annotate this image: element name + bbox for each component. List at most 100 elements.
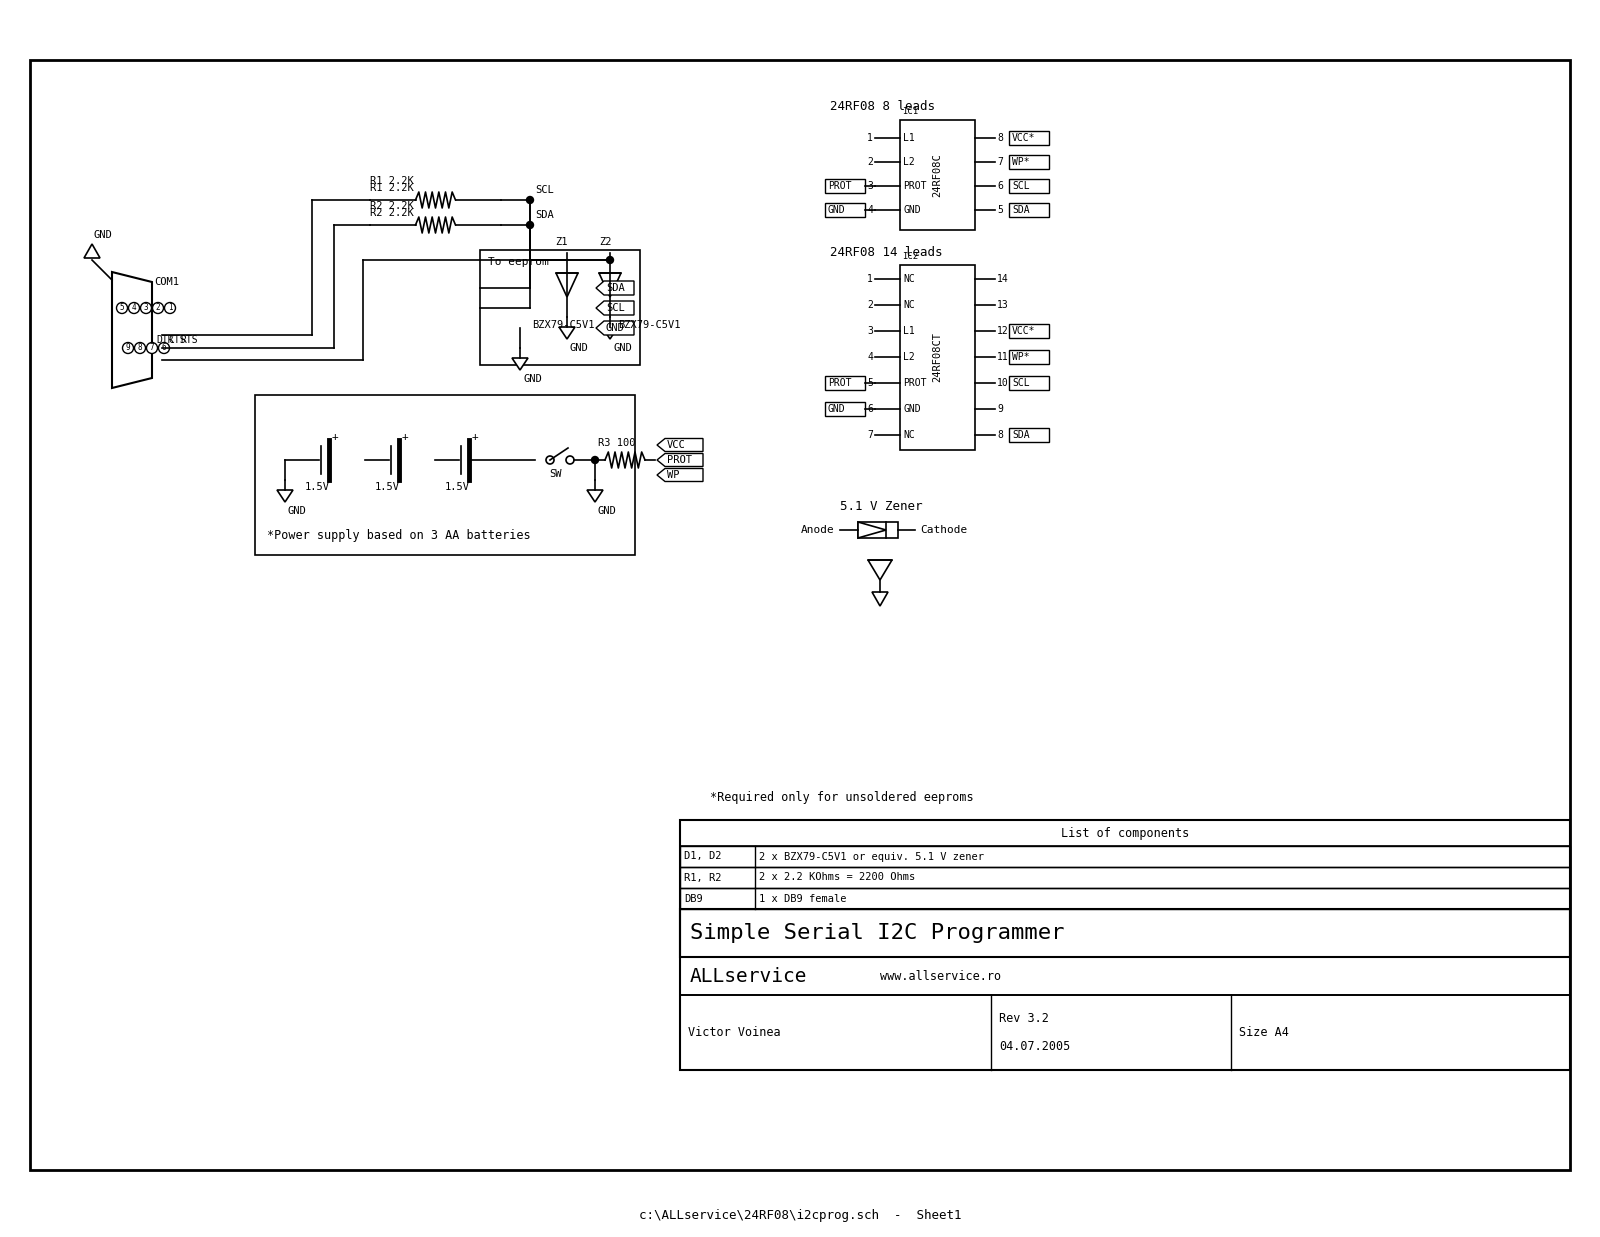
Polygon shape — [587, 490, 603, 502]
Text: GND: GND — [829, 205, 846, 215]
Text: GND: GND — [94, 230, 112, 240]
Text: 24RF08 8 leads: 24RF08 8 leads — [830, 100, 934, 114]
Text: BZX79-C5V1: BZX79-C5V1 — [618, 320, 680, 330]
Text: 8: 8 — [997, 134, 1003, 143]
Text: GND: GND — [288, 506, 307, 516]
Text: NC: NC — [902, 301, 915, 310]
Text: 1: 1 — [168, 303, 173, 313]
Circle shape — [134, 343, 146, 354]
Circle shape — [165, 303, 176, 313]
Text: *Required only for unsoldered eeproms: *Required only for unsoldered eeproms — [710, 792, 974, 804]
Circle shape — [606, 256, 613, 263]
Text: 6: 6 — [867, 404, 874, 414]
Text: RTS: RTS — [179, 335, 198, 345]
Polygon shape — [595, 301, 634, 315]
Polygon shape — [558, 327, 574, 339]
Text: 8: 8 — [997, 430, 1003, 440]
Text: VCC*: VCC* — [1013, 327, 1035, 336]
Bar — [1010, 324, 1050, 338]
Bar — [826, 376, 866, 390]
Text: WP*: WP* — [1013, 157, 1030, 167]
Text: 9: 9 — [997, 404, 1003, 414]
Bar — [826, 203, 866, 216]
Text: R2 2.2K: R2 2.2K — [370, 200, 414, 212]
Text: 6: 6 — [997, 181, 1003, 190]
Polygon shape — [867, 560, 893, 580]
Bar — [680, 867, 1570, 888]
Text: 1.5V: 1.5V — [374, 482, 400, 492]
Polygon shape — [872, 593, 888, 606]
Text: 1: 1 — [867, 134, 874, 143]
Bar — [1010, 428, 1050, 442]
Bar — [826, 179, 866, 193]
Text: Cathode: Cathode — [920, 524, 968, 534]
Text: BZX79-C5V1: BZX79-C5V1 — [531, 320, 595, 330]
Text: Rev 3.2: Rev 3.2 — [998, 1013, 1050, 1025]
Text: 1 x DB9 female: 1 x DB9 female — [758, 893, 846, 903]
Circle shape — [128, 303, 139, 313]
Circle shape — [152, 303, 163, 313]
Text: +: + — [333, 432, 339, 442]
Bar — [1010, 350, 1050, 364]
Text: CTS: CTS — [168, 335, 186, 345]
Text: Size A4: Size A4 — [1238, 1025, 1290, 1039]
Text: List of components: List of components — [1061, 826, 1189, 840]
Bar — [1010, 179, 1050, 193]
Bar — [680, 820, 1570, 846]
Text: PROT: PROT — [902, 379, 926, 388]
Text: 4: 4 — [867, 205, 874, 215]
Text: SCL: SCL — [606, 303, 624, 313]
Text: 1.5V: 1.5V — [445, 482, 470, 492]
Circle shape — [141, 303, 152, 313]
Circle shape — [123, 343, 133, 354]
Text: 13: 13 — [997, 301, 1008, 310]
Polygon shape — [658, 454, 702, 466]
Circle shape — [117, 303, 128, 313]
Circle shape — [526, 197, 533, 204]
Bar — [680, 888, 1570, 909]
Bar — [480, 250, 640, 365]
Text: *Power supply based on 3 AA batteries: *Power supply based on 3 AA batteries — [267, 528, 531, 542]
Text: 12: 12 — [997, 327, 1008, 336]
Text: NC: NC — [902, 275, 915, 285]
Text: 14: 14 — [997, 275, 1008, 285]
Text: 4: 4 — [131, 303, 136, 313]
Text: L2: L2 — [902, 353, 915, 362]
Text: SDA: SDA — [1013, 430, 1030, 440]
Text: 4: 4 — [867, 353, 874, 362]
Text: +: + — [402, 432, 408, 442]
Polygon shape — [512, 357, 528, 370]
Text: GND: GND — [902, 404, 920, 414]
Text: COM1: COM1 — [154, 277, 179, 287]
Text: 2: 2 — [867, 301, 874, 310]
Bar — [680, 995, 1570, 1070]
Polygon shape — [277, 490, 293, 502]
Bar — [680, 957, 1570, 995]
Circle shape — [526, 221, 533, 229]
Text: 10: 10 — [997, 379, 1008, 388]
Text: PROT: PROT — [829, 379, 851, 388]
Text: 3: 3 — [867, 327, 874, 336]
Text: PROT: PROT — [667, 455, 691, 465]
Text: R2 2.2K: R2 2.2K — [370, 208, 414, 218]
Bar — [680, 846, 1570, 867]
Bar — [899, 120, 974, 230]
Text: VCC: VCC — [667, 440, 686, 450]
Text: Simple Serial I2C Programmer: Simple Serial I2C Programmer — [690, 923, 1064, 943]
Text: 24RF08 14 leads: 24RF08 14 leads — [830, 245, 942, 259]
Polygon shape — [658, 438, 702, 452]
Text: ALLservice: ALLservice — [690, 966, 808, 986]
Circle shape — [592, 456, 598, 464]
Text: SCL: SCL — [1013, 379, 1030, 388]
Text: 6: 6 — [162, 344, 166, 353]
Text: VCC*: VCC* — [1013, 134, 1035, 143]
Circle shape — [566, 456, 574, 464]
Text: PROT: PROT — [902, 181, 926, 190]
Text: SCL: SCL — [1013, 181, 1030, 190]
Text: SDA: SDA — [1013, 205, 1030, 215]
Text: Z1: Z1 — [555, 238, 568, 247]
Text: 5: 5 — [867, 379, 874, 388]
Text: GND: GND — [613, 343, 632, 353]
Bar — [680, 820, 1570, 1070]
Text: c:\ALLservice\24RF08\i2cprog.sch  -  Sheet1: c:\ALLservice\24RF08\i2cprog.sch - Sheet… — [638, 1209, 962, 1221]
